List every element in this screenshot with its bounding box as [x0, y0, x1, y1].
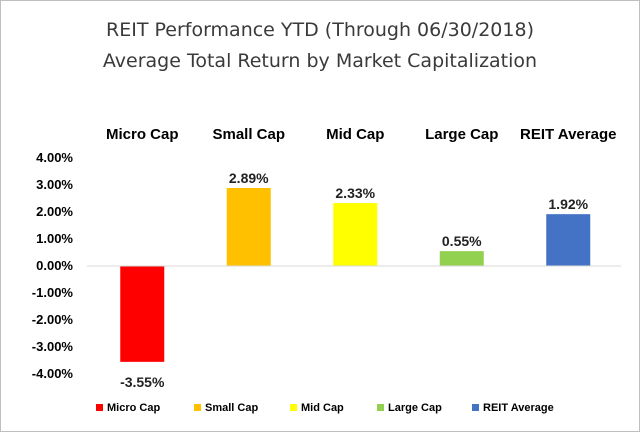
- y-tick-label: 0.00%: [36, 258, 73, 273]
- bar-small-cap: [226, 187, 271, 266]
- legend-label-small-cap: Small Cap: [205, 402, 258, 414]
- y-tick-label: 3.00%: [36, 177, 73, 192]
- legend-swatch-small-cap: [194, 404, 201, 411]
- category-label-micro-cap: Micro Cap: [106, 126, 179, 143]
- chart-subtitle: Average Total Return by Market Capitaliz…: [102, 50, 538, 72]
- y-tick-label: -2.00%: [32, 312, 74, 327]
- legend-swatch-mid-cap: [290, 404, 297, 411]
- legend-swatch-micro-cap: [96, 404, 103, 411]
- chart-title: REIT Performance YTD (Through 06/30/2018…: [106, 19, 534, 41]
- category-label-mid-cap: Mid Cap: [326, 126, 384, 143]
- data-label-large-cap: 0.55%: [442, 233, 482, 249]
- y-tick-label: -4.00%: [32, 366, 74, 381]
- y-tick-label: -1.00%: [32, 285, 74, 300]
- category-label-large-cap: Large Cap: [425, 126, 498, 143]
- y-tick-label: 1.00%: [36, 231, 73, 246]
- bar-large-cap: [439, 251, 484, 266]
- legend-label-micro-cap: Micro Cap: [107, 402, 160, 414]
- y-tick-label: 4.00%: [36, 150, 73, 165]
- bar-micro-cap: [120, 266, 165, 362]
- data-label-micro-cap: -3.55%: [120, 374, 165, 390]
- legend-swatch-large-cap: [377, 404, 384, 411]
- bar-reit-average: [546, 214, 591, 266]
- legend-swatch-reit-average: [472, 404, 479, 411]
- category-label-small-cap: Small Cap: [212, 126, 285, 143]
- data-label-small-cap: 2.89%: [229, 170, 269, 186]
- category-label-reit-average: REIT Average: [520, 126, 616, 143]
- y-tick-label: 2.00%: [36, 204, 73, 219]
- legend-label-large-cap: Large Cap: [388, 402, 442, 414]
- legend-label-reit-average: REIT Average: [483, 402, 554, 414]
- bar-mid-cap: [333, 203, 378, 266]
- legend-label-mid-cap: Mid Cap: [301, 402, 344, 414]
- y-tick-label: -3.00%: [32, 339, 74, 354]
- data-label-reit-average: 1.92%: [548, 196, 588, 212]
- data-label-mid-cap: 2.33%: [335, 185, 375, 201]
